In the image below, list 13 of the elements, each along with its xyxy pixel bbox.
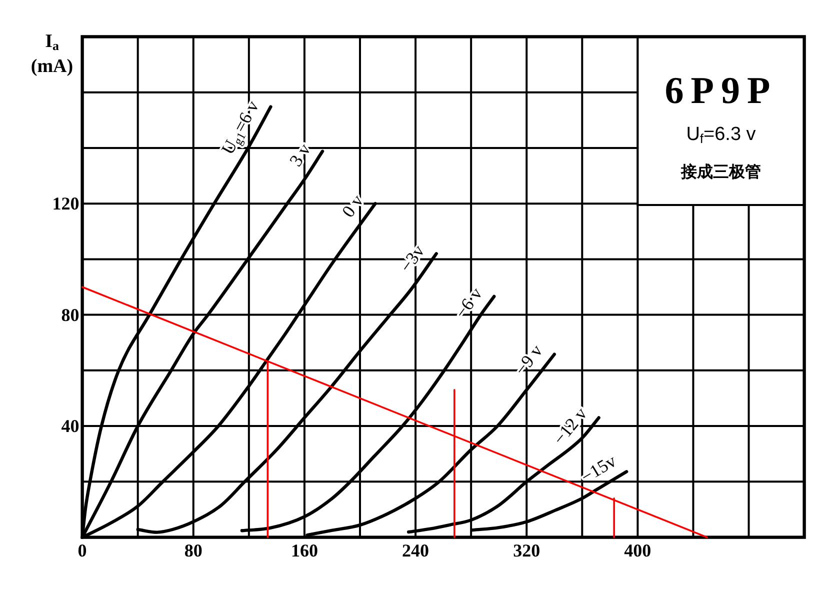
x-tick-label: 400: [624, 540, 652, 560]
series: −15v: [470, 450, 628, 532]
annotation: 接成三极管: [680, 163, 761, 181]
x-tick-label: 80: [184, 540, 202, 560]
y-tick-label: 40: [61, 416, 80, 436]
title-box: 6P9P U$_{f}$=6.3 v 接成三极管: [636, 36, 806, 206]
x-tick-label: 320: [513, 540, 540, 560]
x-tick-label: 0: [78, 540, 87, 560]
x-tick-label: 160: [290, 540, 318, 560]
y-axis-title: I$_{a}$ (mA): [30, 31, 74, 77]
x-tick-label: 240: [402, 540, 430, 560]
y-tick-label: 80: [61, 304, 80, 325]
y-tick-label: 120: [52, 194, 80, 214]
